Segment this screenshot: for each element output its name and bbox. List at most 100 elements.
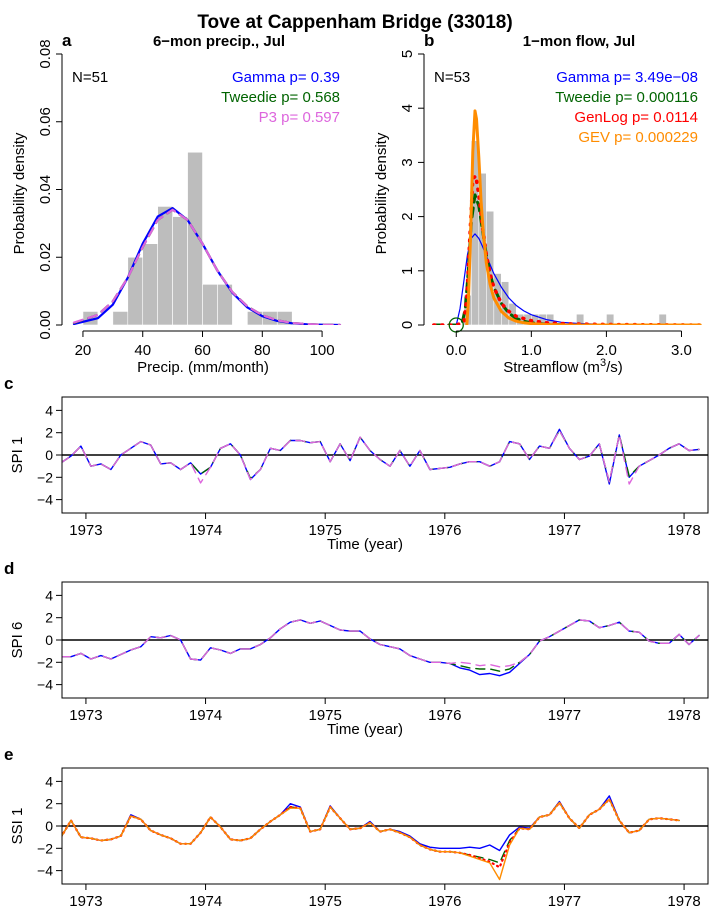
y-tick-label: 3 xyxy=(399,158,416,166)
x-tick-label: 1974 xyxy=(189,522,222,539)
series-line xyxy=(62,619,700,668)
legend-entry: Gamma p= 3.49e−08 xyxy=(556,69,698,86)
y-tick-label: 0 xyxy=(45,632,53,648)
sample-size-label: N=51 xyxy=(72,69,108,86)
panel-title: 6−mon precip., Jul xyxy=(153,33,285,50)
histogram-bar xyxy=(576,313,585,325)
x-tick-label: 1975 xyxy=(308,707,341,724)
y-tick-label: 0 xyxy=(45,818,53,834)
y-tick-label: 2 xyxy=(45,796,53,812)
y-tick-label: 0.04 xyxy=(37,175,54,204)
plot-area xyxy=(62,428,708,485)
x-tick-label: 1.0 xyxy=(521,342,542,359)
y-axis-label: Probability density xyxy=(11,132,28,254)
x-tick-label: 1974 xyxy=(189,893,222,906)
y-tick-label: 4 xyxy=(45,587,53,603)
panel-letter: b xyxy=(424,31,434,50)
legend-entry: Tweedie p= 0.000116 xyxy=(555,89,698,106)
panel-letter: a xyxy=(62,31,72,50)
plot-area xyxy=(62,795,708,881)
x-tick-label: 1973 xyxy=(69,893,102,906)
x-tick-label: 80 xyxy=(254,342,271,359)
plot-area xyxy=(72,151,342,325)
panel-letter: e xyxy=(4,745,13,764)
y-tick-label: 2 xyxy=(45,610,53,626)
y-tick-label: −4 xyxy=(37,492,53,508)
x-tick-label: 0.0 xyxy=(446,342,467,359)
series-line xyxy=(62,619,700,672)
y-axis-label: SPI 1 xyxy=(9,437,26,474)
x-tick-label: 1974 xyxy=(189,707,222,724)
series-line xyxy=(465,109,702,325)
y-tick-label: 5 xyxy=(399,50,416,58)
y-tick-label: −4 xyxy=(37,677,53,693)
histogram-bar xyxy=(217,284,233,325)
y-tick-label: −2 xyxy=(37,469,53,485)
histogram-bar xyxy=(112,311,129,325)
histogram-bar xyxy=(172,216,188,325)
histogram-bar xyxy=(202,284,218,325)
x-axis-label: Streamflow (m3/s) xyxy=(503,357,622,376)
x-tick-label: 1977 xyxy=(548,893,581,906)
x-tick-label: 40 xyxy=(134,342,151,359)
x-axis-label: Time (year) xyxy=(327,536,403,553)
legend-entry: Tweedie p= 0.568 xyxy=(221,89,340,106)
x-tick-label: 1976 xyxy=(428,707,461,724)
y-tick-label: 4 xyxy=(45,402,53,418)
y-tick-label: 4 xyxy=(399,104,416,112)
histogram-bar xyxy=(658,313,667,325)
x-tick-label: 3.0 xyxy=(671,342,692,359)
y-axis-label: SSI 1 xyxy=(9,808,26,845)
x-tick-label: 1978 xyxy=(667,893,700,906)
x-tick-label: 20 xyxy=(75,342,92,359)
panel-letter: c xyxy=(4,374,13,393)
x-axis-label: Precip. (mm/month) xyxy=(137,359,269,376)
figure-title: Tove at Cappenham Bridge (33018) xyxy=(197,12,512,33)
x-tick-label: 1977 xyxy=(548,707,581,724)
x-axis-label: Time (year) xyxy=(327,721,403,738)
histogram-bar xyxy=(142,243,158,325)
legend-entry: Gamma p= 0.39 xyxy=(232,69,340,86)
x-tick-label: 1977 xyxy=(548,522,581,539)
series-line xyxy=(62,429,700,485)
y-tick-label: 1 xyxy=(399,267,416,275)
histogram-bar xyxy=(127,256,144,325)
x-tick-label: 1978 xyxy=(667,707,700,724)
panel-c: c 1973 1974 1975 1976 1977 1978 −4 −2 0 2 4 SPI 1 Tim… xyxy=(4,374,709,553)
y-tick-label: 0.00 xyxy=(37,310,54,339)
panel-d: d 1973 1974 1975 1976 1977 1978 −4 −2 0 2 4 SPI 6 Tim… xyxy=(4,559,709,738)
y-axis-label: Probability density xyxy=(373,132,390,254)
y-tick-label: 0 xyxy=(399,321,416,329)
y-tick-label: 4 xyxy=(45,773,53,789)
x-tick-label: 1976 xyxy=(428,893,461,906)
plot-area xyxy=(432,109,702,325)
x-tick-label: 1975 xyxy=(308,522,341,539)
y-tick-label: −2 xyxy=(37,654,53,670)
y-tick-label: 2 xyxy=(399,212,416,220)
histogram-bar xyxy=(157,206,173,325)
legend-entry: GenLog p= 0.0114 xyxy=(574,109,698,126)
y-axis-label: SPI 6 xyxy=(9,622,26,659)
plot-area xyxy=(62,619,708,677)
x-tick-label: 100 xyxy=(310,342,335,359)
y-tick-label: 0 xyxy=(45,447,53,463)
series-line xyxy=(62,619,700,677)
x-tick-label: 1976 xyxy=(428,522,461,539)
panel-a: a 6−mon precip., Jul 20 40 60 80 100 0.00 0.02 0.… xyxy=(11,31,342,376)
x-tick-label: 2.0 xyxy=(596,342,617,359)
panel-letter: d xyxy=(4,559,14,578)
y-tick-label: 0.02 xyxy=(37,243,54,272)
legend-entry: P3 p= 0.597 xyxy=(259,109,340,126)
y-tick-label: 0.08 xyxy=(37,39,54,68)
histogram-bar xyxy=(187,151,203,325)
x-tick-label: 1973 xyxy=(69,707,102,724)
y-tick-label: −4 xyxy=(37,863,53,879)
series-line xyxy=(72,208,342,325)
histogram-bar xyxy=(606,313,615,325)
y-tick-label: −2 xyxy=(37,840,53,856)
sample-size-label: N=53 xyxy=(434,69,470,86)
x-tick-label: 1978 xyxy=(667,522,700,539)
x-tick-label: 1975 xyxy=(308,893,341,906)
